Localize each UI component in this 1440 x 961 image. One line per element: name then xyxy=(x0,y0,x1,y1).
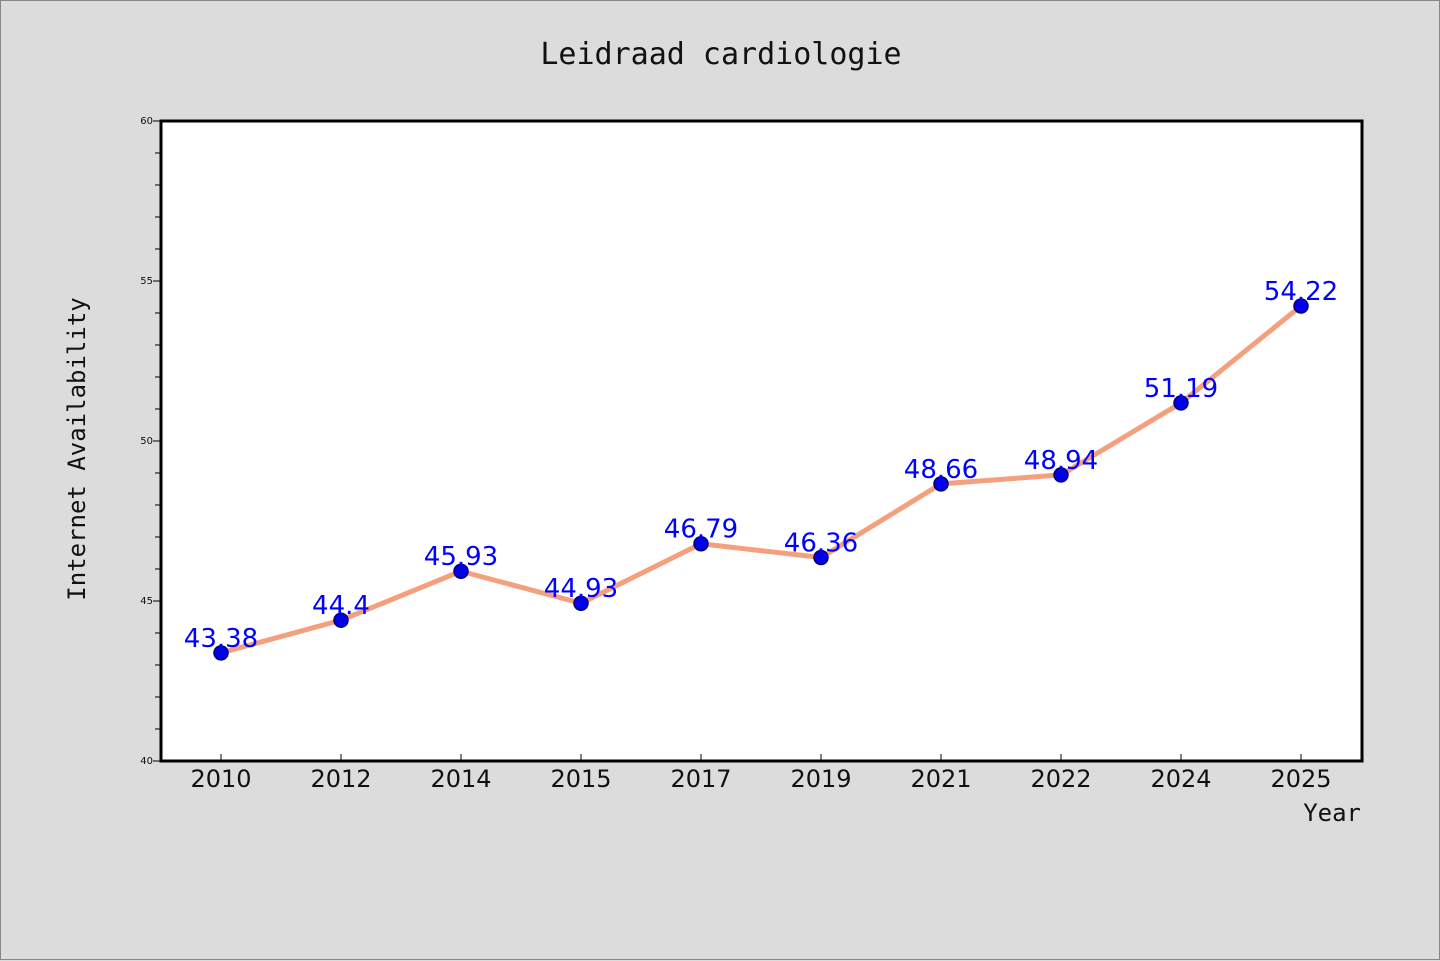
x-axis: 2010 2012 2014 2015 2017 2019 2021 2022 2024 2025 xyxy=(190,754,1332,793)
y-tick-label: 50 xyxy=(140,436,153,447)
data-label: 43.38 xyxy=(184,624,258,654)
x-tick-label: 2019 xyxy=(790,765,851,793)
x-tick-label: 2022 xyxy=(1030,765,1091,793)
data-label: 46.36 xyxy=(784,528,858,558)
data-label: 46.79 xyxy=(664,515,738,545)
x-tick-label: 2012 xyxy=(310,765,371,793)
data-point xyxy=(693,535,709,552)
data-point xyxy=(1053,467,1069,483)
data-label: 44.4 xyxy=(312,591,370,621)
x-axis-label: Year xyxy=(1303,799,1361,827)
data-label: 48.94 xyxy=(1024,446,1098,476)
x-tick-label: 2010 xyxy=(190,765,251,793)
data-point xyxy=(1173,395,1189,411)
x-tick-label: 2021 xyxy=(910,765,971,793)
x-tick-label: 2015 xyxy=(550,765,611,793)
data-point xyxy=(813,549,829,566)
y-tick-label: 40 xyxy=(140,756,153,767)
data-point xyxy=(1293,298,1309,314)
data-label: 54.22 xyxy=(1264,277,1338,307)
data-label: 44.93 xyxy=(544,574,618,604)
data-point xyxy=(213,645,229,661)
data-label: 51.19 xyxy=(1144,374,1218,404)
y-axis: 40 45 50 55 60 xyxy=(140,116,161,767)
x-tick-label: 2025 xyxy=(1270,765,1331,793)
data-label: 45.93 xyxy=(424,542,498,572)
data-point xyxy=(453,563,469,579)
series-line xyxy=(218,303,1304,656)
chart-title: Leidraad cardiologie xyxy=(540,37,901,72)
x-tick-label: 2017 xyxy=(670,765,731,793)
data-point xyxy=(333,612,349,628)
series-group: 43.38 44.4 45.93 44.93 46.79 46.36 48.66 48.94 5… xyxy=(184,277,1338,661)
data-point xyxy=(933,476,949,492)
y-tick-label: 60 xyxy=(140,116,153,127)
y-tick-label: 45 xyxy=(140,596,153,607)
x-tick-label: 2024 xyxy=(1150,765,1211,793)
data-point xyxy=(573,595,589,611)
x-tick-label: 2014 xyxy=(430,765,491,793)
y-axis-label: Internet Availability xyxy=(63,297,91,600)
y-tick-label: 55 xyxy=(140,276,153,287)
plot-frame xyxy=(159,119,1364,763)
data-label: 48.66 xyxy=(904,455,978,485)
plot-area xyxy=(161,121,1362,761)
